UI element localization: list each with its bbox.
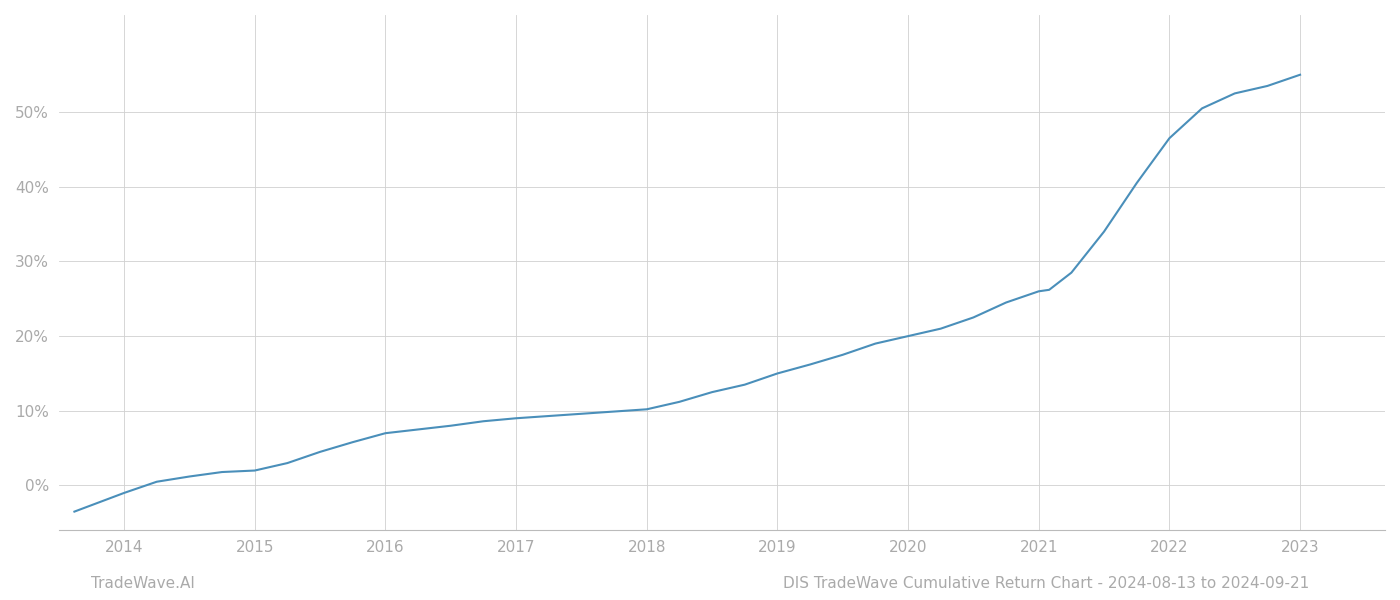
Text: DIS TradeWave Cumulative Return Chart - 2024-08-13 to 2024-09-21: DIS TradeWave Cumulative Return Chart - … (783, 576, 1309, 591)
Text: TradeWave.AI: TradeWave.AI (91, 576, 195, 591)
